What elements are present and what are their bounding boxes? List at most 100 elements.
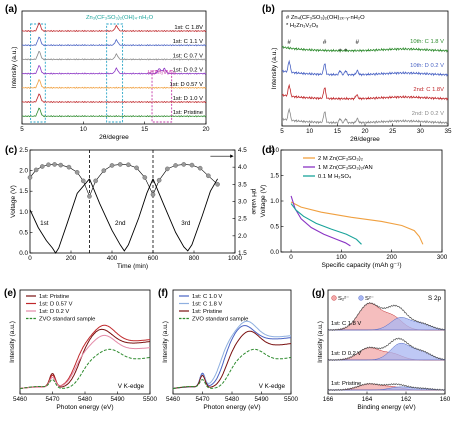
panel-b-peak-marker: * [344,48,347,55]
panel-c-ph-point [142,175,148,180]
panel-d-xlabel: Specific capacity (mAh g⁻¹) [321,262,401,269]
panel-c-right-ytick-label: 2.5 [238,216,247,223]
panel-a-highlight-box [151,70,173,123]
panel-c-right-ytick-label: 4.0 [238,164,247,171]
panel-e-legend-entry: 1st: D 0.57 V [39,302,73,308]
panel-g-series-label: 1st: C 1.8 V [331,321,361,327]
panel-b-legend-entry: # Zn₄(CF₃SO₃)₂(OH)₂ₓ₋ᵧ·nH₂O [286,15,365,21]
panel-f-legend-entry: 1st: C 1.8 V [192,302,222,308]
panel-c-xtick-label: 1000 [228,255,243,262]
panel-e-series-line [19,348,151,390]
panel-g-s2-component [328,317,446,331]
panel-d-series-line [290,201,424,245]
panel-f-legend-entry: ZVO standard sample [192,317,248,323]
panel-c-ylabel: Voltage (V) [10,185,17,218]
panel-b-peak-marker: # [355,39,359,46]
panel-g-xtick-label: 164 [362,396,373,403]
panel-c-xtick-label: 200 [66,255,77,262]
panel-g-title: S 2p [428,295,441,302]
panel-c-ytick-label: 2.0 [19,168,28,175]
panel-e-label: (e) [4,288,16,299]
panel-a-xtick-label: 15 [141,126,149,133]
panel-b-peak-marker: # [323,39,327,46]
panel-d-xtick-label: 100 [336,254,347,261]
panel-a-series-label: 1st: D 0.2 V [173,68,203,74]
panel-g-series-label: 1st: Pristine [331,381,361,387]
panel-a-series-line [22,36,207,47]
panel-c-ph-line [29,164,218,198]
panel-c-ph-point [101,168,107,173]
panel-b-legend-entry: * H₂Zn₃V₂O₈ [286,23,319,29]
panel-c-ph-point [150,192,156,197]
panel-b-label: (b) [262,4,275,15]
panel-c-ph-point [46,162,51,168]
panel-c-right-ytick-label: 1.5 [238,250,247,257]
panel-g-legend-entry: S₂²⁻ [338,296,349,302]
panel-a-series-line [21,79,207,89]
panel-a-series-label: 1st: C 1.1 V [173,39,203,45]
panel-e-xlabel: Photon energy (eV) [56,404,113,411]
panel-c-cycle-label: 2nd [115,220,126,227]
panel-g-xtick-label: 166 [323,396,334,403]
panel-d-legend-entry: 1 M Zn(CF₃SO₃)₂/AN [318,165,373,171]
panel-a-annotation: Zn₃(CF₃SO₃)₂(OH)₄·nH₂O [86,15,154,21]
panel-c-ytick-label: 1.5 [19,188,28,195]
panel-g-envelope-line [327,337,446,362]
panel-f-xtick-label: 5490 [254,396,269,403]
panel-f-legend-entry: 1st: C 1.0 V [192,294,222,300]
panel-c-ph-point [173,163,178,168]
panel-g-s2-component [328,386,446,391]
panel-f-label: (f) [158,288,168,299]
panel-b-xtick-label: 10 [306,128,314,135]
panel-c-right-ytick-label: 3.0 [238,199,247,206]
panel-e-legend-entry: ZVO standard sample [39,317,95,323]
panel-c-ph-point [206,173,211,179]
panel-c-ph-point [109,163,115,168]
panel-d-ylabel: Voltage (V) [260,185,267,218]
panel-a-series-line [21,65,207,75]
panel-g-xtick-label: 162 [401,396,412,403]
panel-b-series-label: 10th: D 0.2 V [410,63,444,69]
panel-a-series-label: 1st: D 1.0 V [173,96,203,102]
panel-f-xtick-label: 5480 [225,396,240,403]
panel-a-series-label: 1st: D 0.57 V [169,82,203,88]
panel-c-ph-point [52,162,57,167]
panel-d-xtick-label: 300 [437,254,448,261]
panel-g-label: (g) [312,288,325,299]
panel-c-right-ytick-label: 4.5 [238,147,247,154]
panel-c-ph-point [197,165,203,171]
panel-a-ylabel: Intensity (a.u.) [11,47,18,89]
panel-c-ph-point [126,162,131,168]
panel-c-voltage-line [29,178,90,254]
panel-c-ph-point [81,178,86,184]
panel-b-peak-marker: # [287,39,291,46]
panel-a-series-line [22,22,207,33]
panel-b-series-line [281,45,449,53]
panel-e-xtick-label: 5470 [45,396,60,403]
panel-a-highlight-box [106,23,124,123]
panel-e-xtick-label: 5490 [110,396,125,403]
panel-g-legend-swatch [331,295,337,301]
panel-a-series-line [21,107,207,118]
panel-c-xtick-label: 0 [28,255,32,262]
panel-d-label: (d) [262,145,275,156]
panel-g-ylabel: Intensity (a.u.) [317,321,324,363]
panel-c-ytick-label: 2.5 [19,147,28,154]
panel-g-legend-entry: S²⁻ [365,296,374,302]
panel-c-ph-point [181,162,187,167]
panel-g-series-label: 1st: D 0.2 V [331,351,361,357]
panel-d-legend-entry: 2 M Zn(CF₃SO₃)₂ [318,156,363,162]
panel-f-series-line [172,348,292,390]
panel-b-xtick-label: 35 [444,128,452,135]
panel-c-ylabel-right: pH value [250,188,257,214]
panel-c-xlabel: Time (min) [117,263,148,270]
panel-f-xtick-label: 5500 [284,396,299,403]
panel-g-xtick-label: 160 [440,396,451,403]
panel-g-envelope-line [327,382,446,392]
panel-c-ph-point [93,178,98,184]
panel-d-xtick-label: 200 [386,254,397,261]
panel-c-ph-point [27,175,33,180]
panel-g-s2-component [328,342,446,361]
panel-a-series-label: 1st: C 0.7 V [173,53,203,59]
panel-e-xtick-label: 5460 [13,396,28,403]
